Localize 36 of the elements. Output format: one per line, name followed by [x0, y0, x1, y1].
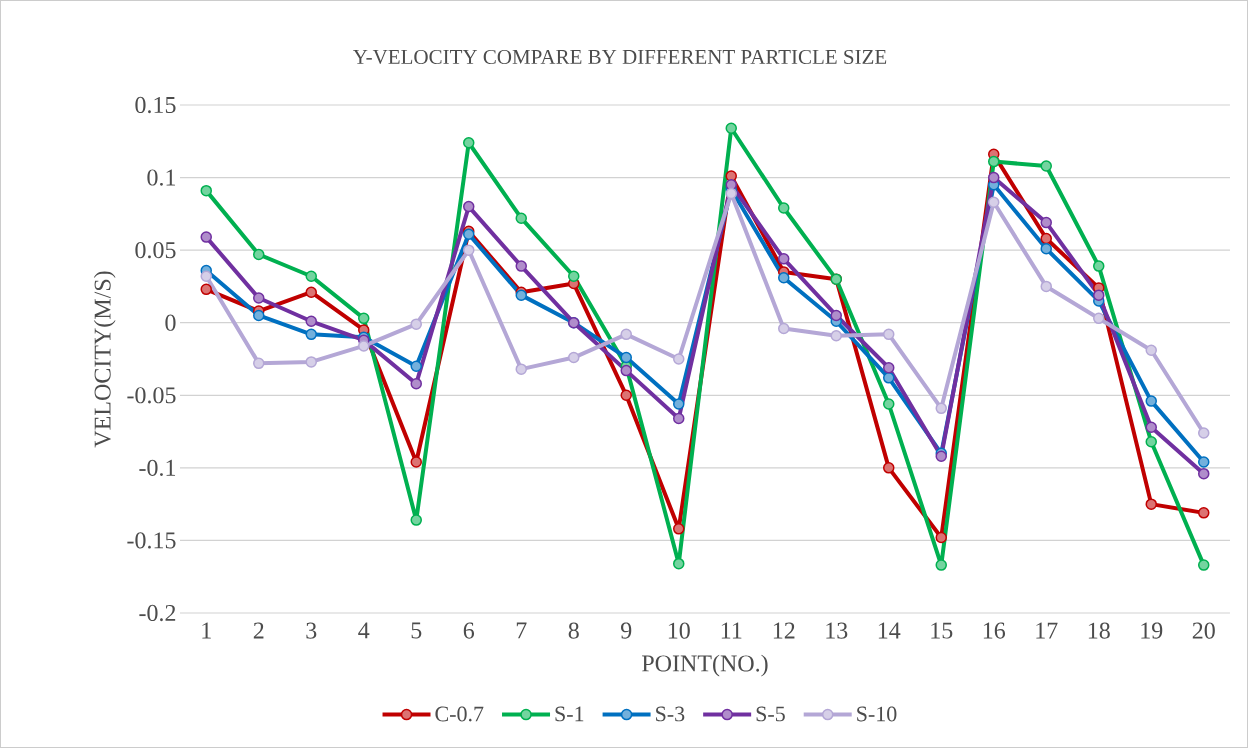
y-tick-label: -0.2: [139, 604, 176, 622]
y-tick-label: -0.15: [127, 532, 176, 549]
x-tick-label: 10: [668, 622, 690, 639]
x-tick-label: 6: [463, 622, 475, 639]
x-tick-label: 17: [1036, 622, 1058, 639]
x-tick-label: 2: [253, 622, 264, 639]
y-axis-title: VELOCITY(M/S): [93, 271, 116, 448]
x-tick-label: 7: [516, 622, 527, 639]
legend-label: S-1: [555, 706, 584, 722]
x-tick-label: 1: [202, 622, 211, 639]
x-tick-label: 15: [931, 622, 953, 639]
legend-label: S-3: [656, 706, 685, 722]
y-tick-label: -0.1: [139, 459, 176, 477]
x-tick-label: 3: [306, 622, 317, 639]
legend-label: S-10: [857, 706, 897, 722]
x-tick-label: 11: [721, 622, 742, 639]
y-tick-label: -0.05: [127, 387, 176, 404]
y-tick-label: 0.15: [135, 96, 176, 114]
x-tick-label: 4: [358, 622, 370, 639]
x-tick-label: 16: [983, 622, 1006, 639]
x-tick-label: 13: [826, 622, 848, 639]
x-tick-label: 19: [1141, 622, 1163, 639]
x-tick-label: 18: [1088, 622, 1110, 639]
x-tick-label: 8: [568, 622, 579, 639]
x-tick-label: 9: [621, 622, 632, 639]
y-tick-label: 0: [165, 314, 176, 331]
chart-title: Y-VELOCITY COMPARE BY DIFFERENT PARTICLE SIZE: [353, 49, 887, 65]
x-axis-title: POINT(NO.): [642, 654, 768, 677]
x-tick-label: 12: [773, 622, 795, 639]
y-tick-label: 0.05: [135, 241, 176, 259]
y-tick-label: 0.1: [147, 169, 176, 186]
x-tick-label: 5: [411, 622, 422, 639]
legend-label: S-5: [756, 706, 785, 722]
x-tick-label: 14: [878, 622, 901, 639]
x-tick-label: 20: [1192, 622, 1215, 639]
legend-label: C-0.7: [435, 706, 484, 722]
